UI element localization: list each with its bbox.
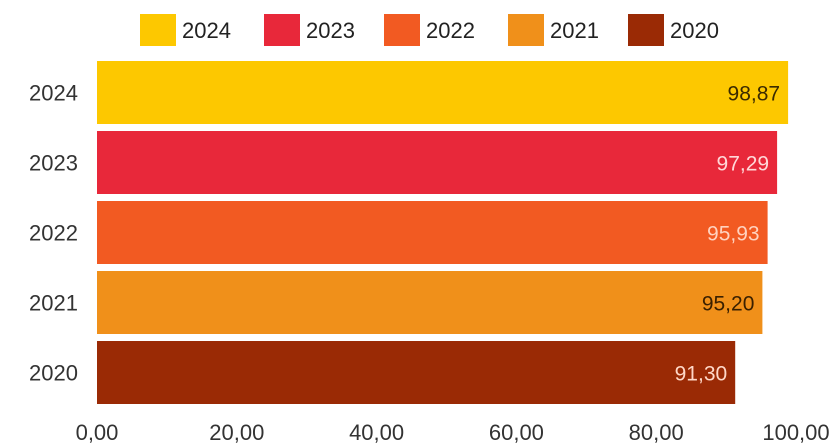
legend-label: 2021 [550,18,599,43]
y-tick-label: 2023 [29,151,78,176]
legend-swatch [508,14,544,46]
value-label-2024: 98,87 [728,83,781,106]
legend-label: 2023 [306,18,355,43]
legend-entry-2021: 2021 [508,14,599,46]
value-label-2021: 95,20 [702,293,755,316]
bars-group [97,61,789,404]
bar-2020 [97,341,736,404]
legend-swatch [264,14,300,46]
bar-2023 [97,131,778,194]
y-axis-tick-labels: 2024 2023 2022 2021 2020 [29,81,78,386]
y-tick-label: 2020 [29,361,78,386]
legend-label: 2024 [182,18,231,43]
legend-swatch [140,14,176,46]
value-label-2022: 95,93 [707,223,760,246]
y-tick-label: 2022 [29,221,78,246]
legend-swatch [384,14,420,46]
value-label-2023: 97,29 [717,153,770,176]
x-tick-label: 20,00 [209,420,264,443]
x-axis-tick-labels: 0,00 20,00 40,00 60,00 80,00 100,00 [76,420,830,443]
x-tick-label: 0,00 [76,420,119,443]
chart-legend: 2024 2023 2022 2021 2020 [140,14,719,46]
legend-entry-2022: 2022 [384,14,475,46]
legend-entry-2020: 2020 [628,14,719,46]
legend-swatch [628,14,664,46]
value-label-2020: 91,30 [675,363,728,386]
legend-label: 2020 [670,18,719,43]
legend-entry-2024: 2024 [140,14,231,46]
y-tick-label: 2024 [29,81,78,106]
legend-label: 2022 [426,18,475,43]
bar-2024 [97,61,789,124]
x-tick-label: 100,00 [762,420,829,443]
x-tick-label: 80,00 [629,420,684,443]
x-tick-label: 60,00 [489,420,544,443]
x-tick-label: 40,00 [349,420,404,443]
value-labels-group: 98,87 97,29 95,93 95,20 91,30 [675,83,780,386]
y-tick-label: 2021 [29,291,78,316]
bar-2021 [97,271,763,334]
legend-entry-2023: 2023 [264,14,355,46]
bar-2022 [97,201,768,264]
